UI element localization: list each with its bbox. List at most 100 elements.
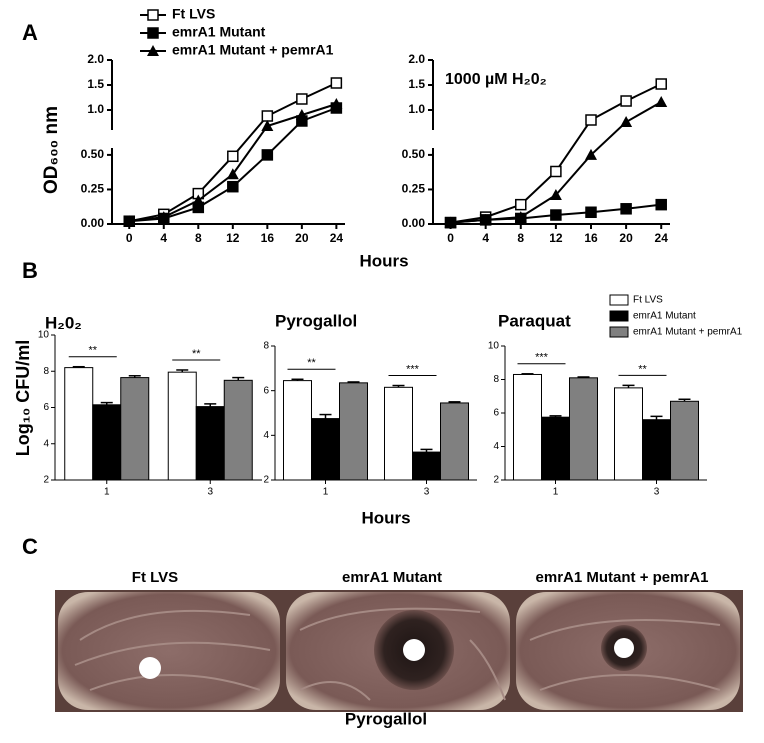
marker [620, 116, 633, 127]
y-tick-label: 2 [493, 475, 499, 486]
marker [227, 180, 239, 193]
panel-label: B [22, 258, 38, 283]
legend-label: Ft LVS [172, 6, 215, 22]
marker [261, 110, 274, 122]
significance-label: ** [638, 363, 647, 375]
x-tick-label: 0 [447, 231, 454, 245]
x-tick-label: 0 [126, 231, 133, 245]
x-tick-label: 1 [104, 487, 110, 498]
y-tick-label: 0.25 [81, 182, 105, 196]
marker [227, 150, 239, 163]
legend-label: emrA1 Mutant + pemrA1 [172, 42, 334, 58]
marker [226, 168, 239, 180]
y-tick-label: 6 [263, 385, 269, 396]
y-tick-label: 4 [493, 441, 499, 452]
marker [620, 95, 632, 107]
marker [296, 93, 308, 105]
bar [92, 404, 122, 481]
legend-label: emrA1 Mutant + pemrA1 [633, 327, 743, 338]
y-tick-label: 10 [38, 330, 50, 341]
marker [585, 206, 597, 219]
bar [541, 416, 570, 481]
bar [614, 387, 643, 481]
legend-swatch [609, 326, 629, 338]
y-tick-label: 1.0 [408, 102, 425, 116]
bar [412, 451, 441, 481]
bar [569, 377, 598, 481]
x-axis-label: Hours [359, 251, 408, 270]
y-tick-label: 1.0 [87, 102, 104, 116]
y-tick-label: 0.50 [402, 147, 426, 161]
photo-caption: Pyrogallol [345, 709, 427, 728]
bar [642, 419, 671, 481]
legend-marker [147, 27, 159, 39]
disc [139, 657, 161, 679]
legend-marker [147, 45, 159, 56]
x-tick-label: 4 [160, 231, 167, 245]
marker [550, 209, 562, 221]
disc [403, 639, 425, 661]
streak [74, 609, 271, 691]
significance-label: *** [535, 352, 549, 364]
x-tick-label: 3 [654, 487, 660, 498]
marker [330, 77, 343, 89]
annotation: 1000 µM H₂0₂ [445, 71, 547, 88]
y-tick-label: 6 [43, 402, 49, 413]
bar [513, 373, 542, 481]
marker [655, 78, 667, 90]
marker [157, 211, 170, 223]
x-tick-label: 8 [517, 231, 524, 245]
y-axis-label: OD₆₀₀ nm [41, 106, 62, 194]
marker [585, 148, 597, 160]
bar [384, 386, 413, 481]
marker [330, 98, 343, 109]
significance-label: ** [307, 357, 316, 369]
y-tick-label: 1.5 [87, 77, 104, 91]
y-tick-label: 2 [263, 475, 269, 486]
chart-title: Paraquat [498, 311, 571, 330]
x-tick-label: 1 [553, 487, 559, 498]
marker [123, 215, 136, 227]
x-tick-label: 16 [584, 231, 598, 245]
marker [549, 188, 562, 200]
x-axis-label: Hours [361, 508, 410, 527]
legend-label: emrA1 Mutant [172, 24, 266, 40]
plate-label: Ft LVS [132, 569, 178, 586]
marker [514, 211, 527, 223]
streak [299, 607, 506, 701]
plate-label: emrA1 Mutant [342, 569, 442, 586]
y-tick-label: 8 [263, 341, 269, 352]
x-tick-label: 24 [655, 231, 669, 245]
y-tick-label: 2.0 [87, 52, 104, 66]
y-tick-label: 2 [43, 475, 49, 486]
y-tick-label: 1.5 [408, 77, 425, 91]
y-axis-label: Log₁₀ CFU/ml [13, 340, 33, 457]
bar [120, 377, 150, 481]
bar [440, 402, 469, 481]
marker [515, 198, 527, 211]
disc [614, 638, 634, 658]
x-tick-label: 24 [330, 231, 344, 245]
marker [655, 198, 667, 211]
y-tick-label: 0.00 [81, 216, 105, 230]
bar [223, 379, 253, 481]
x-tick-label: 3 [207, 487, 213, 498]
bar [670, 400, 699, 481]
y-tick-label: 4 [263, 430, 269, 441]
x-tick-label: 8 [195, 231, 202, 245]
legend-marker [147, 9, 159, 21]
marker [295, 109, 308, 120]
y-tick-label: 0.00 [402, 216, 426, 230]
panel-label: C [22, 534, 38, 559]
marker [655, 96, 668, 107]
x-tick-label: 12 [226, 231, 240, 245]
bar [167, 371, 197, 481]
chart-title: Pyrogallol [275, 311, 357, 330]
legend-label: Ft LVS [633, 295, 663, 306]
marker [479, 213, 492, 225]
y-tick-label: 8 [493, 374, 499, 385]
x-tick-label: 20 [295, 231, 309, 245]
y-tick-label: 0.50 [81, 147, 105, 161]
bar [283, 380, 312, 481]
